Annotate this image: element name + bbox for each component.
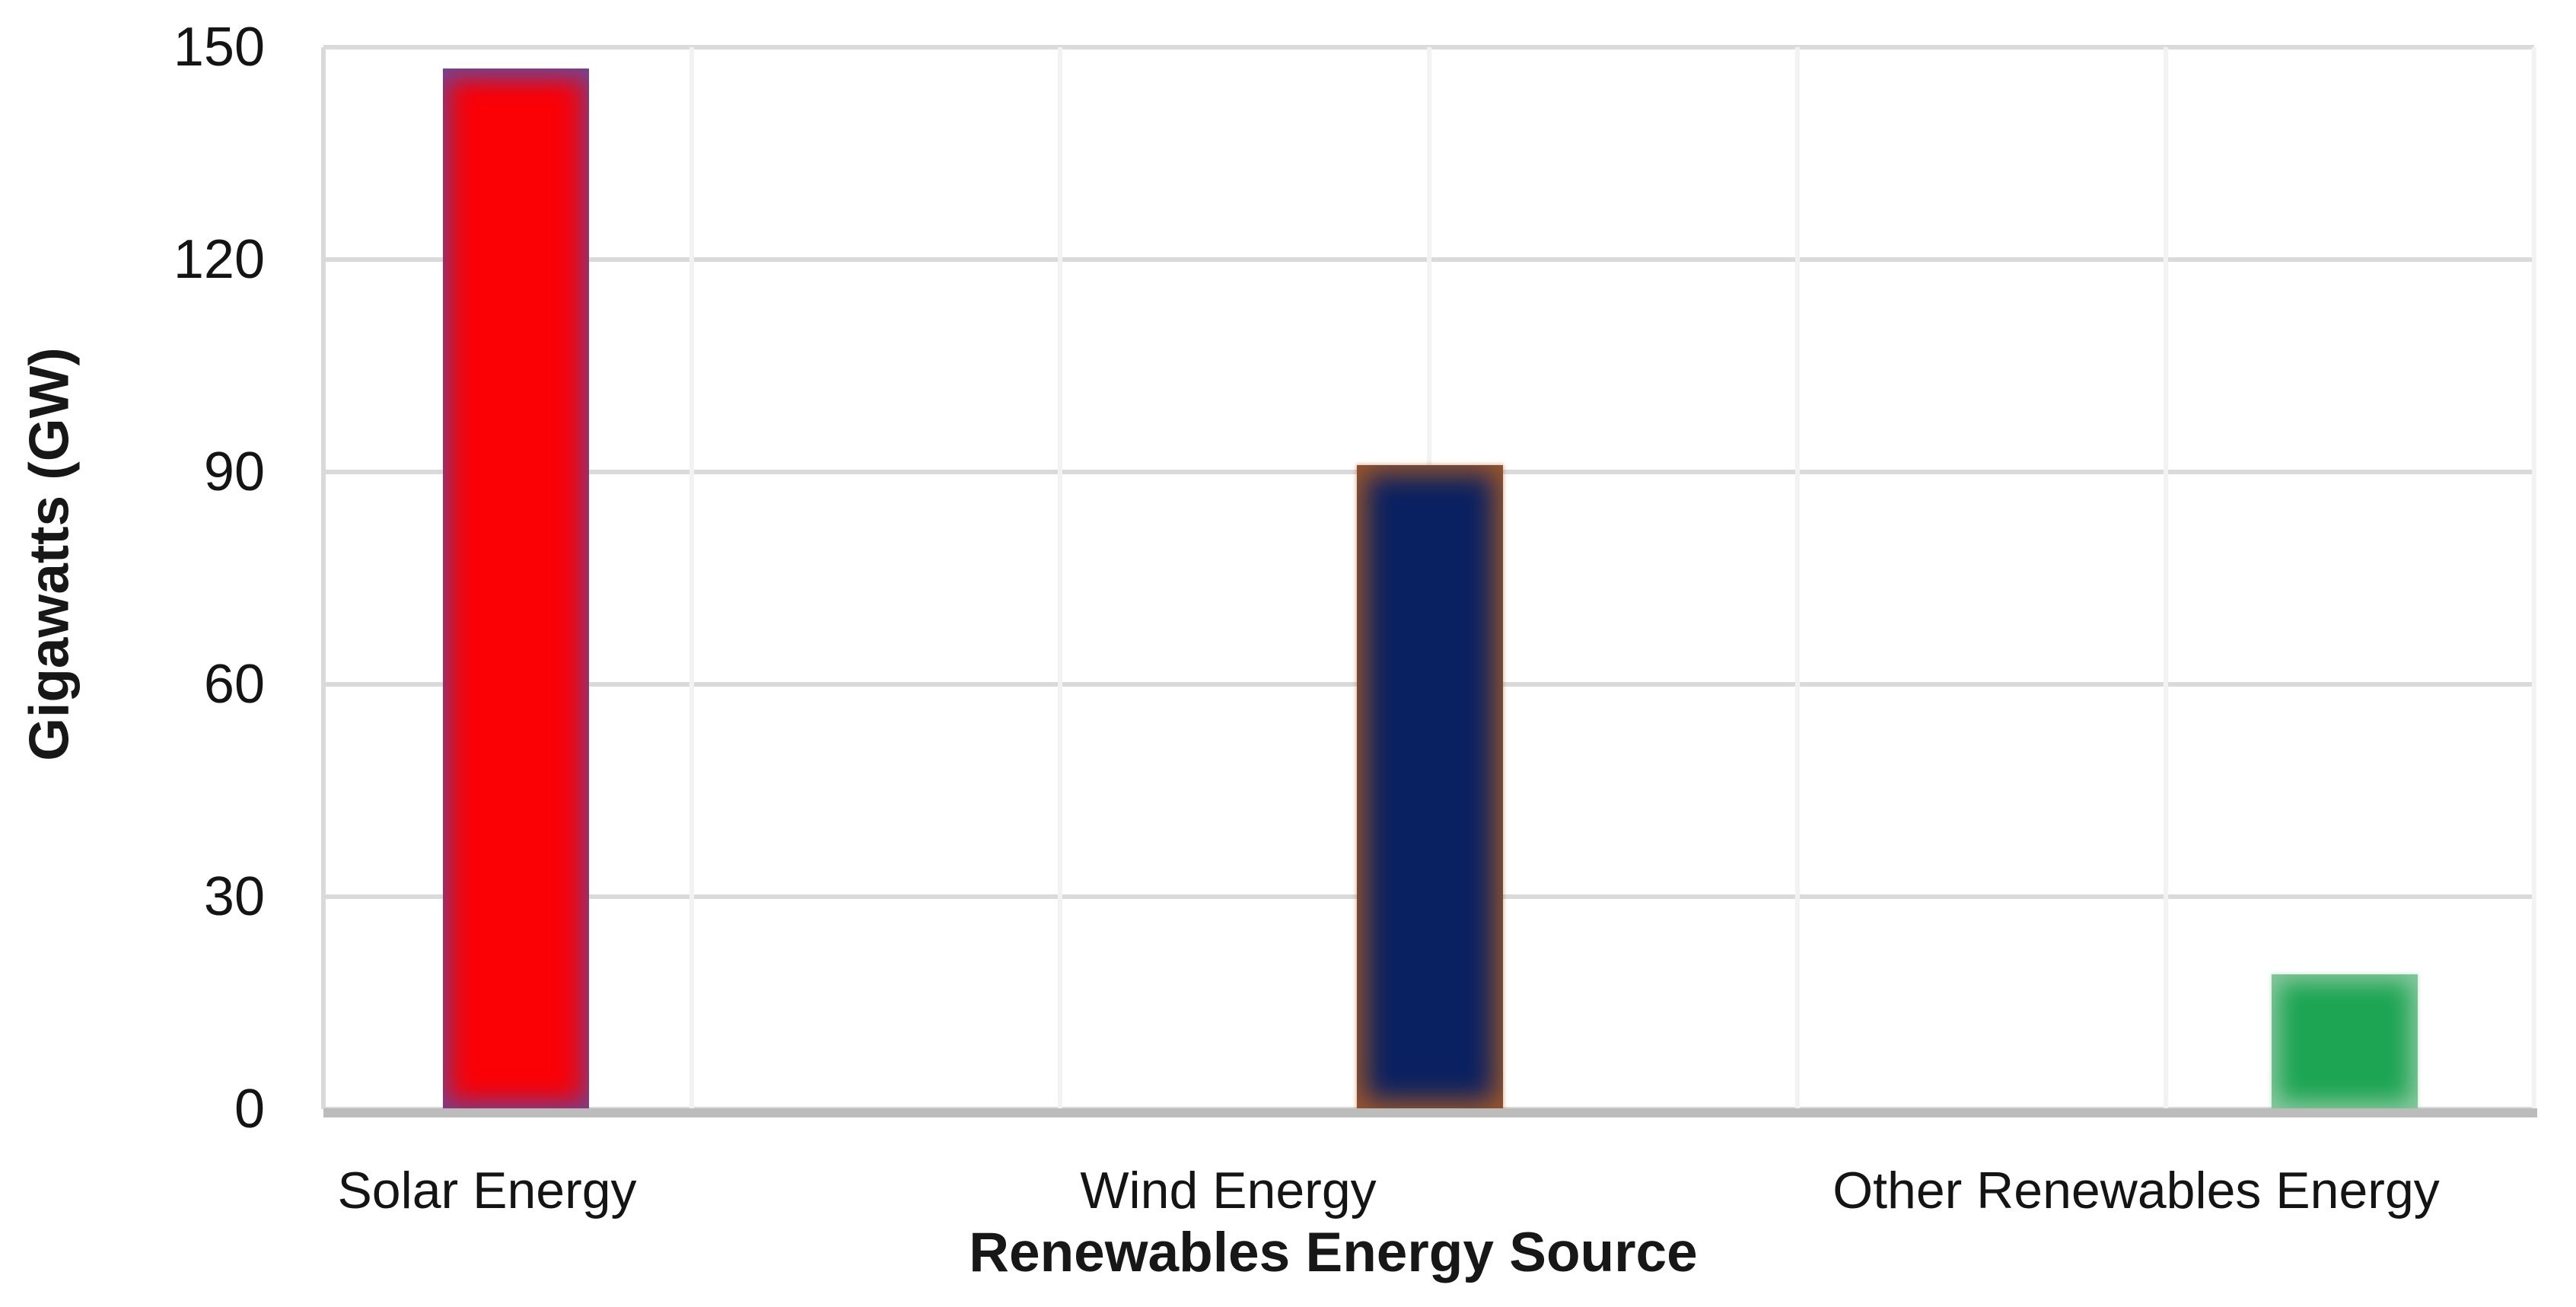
plot-area	[321, 45, 2536, 1111]
y-tick-label: 0	[234, 1079, 265, 1140]
x-axis-title: Renewables Energy Source	[969, 1222, 1698, 1283]
bar-other-renewables-energy	[2272, 974, 2418, 1109]
gridline-vertical	[689, 47, 695, 1109]
y-tick-label: 150	[173, 17, 265, 78]
y-tick-label: 120	[173, 229, 265, 290]
bar-solar-energy	[443, 68, 589, 1109]
y-axis-line	[321, 47, 326, 1109]
gridline-vertical	[2163, 47, 2168, 1109]
gridline-vertical	[2532, 47, 2536, 1109]
x-category-label: Other Renewables Energy	[1832, 1162, 2440, 1219]
x-category-label: Solar Energy	[337, 1162, 637, 1219]
gridline-vertical	[1794, 47, 1800, 1109]
gridline-vertical	[1058, 47, 1063, 1109]
x-category-label: Wind Energy	[1080, 1162, 1377, 1219]
bar-wind-energy	[1357, 464, 1503, 1109]
x-axis-line	[323, 1108, 2537, 1117]
y-tick-label: 30	[203, 866, 265, 927]
y-tick-label: 60	[203, 654, 265, 715]
y-tick-label: 90	[203, 442, 265, 502]
